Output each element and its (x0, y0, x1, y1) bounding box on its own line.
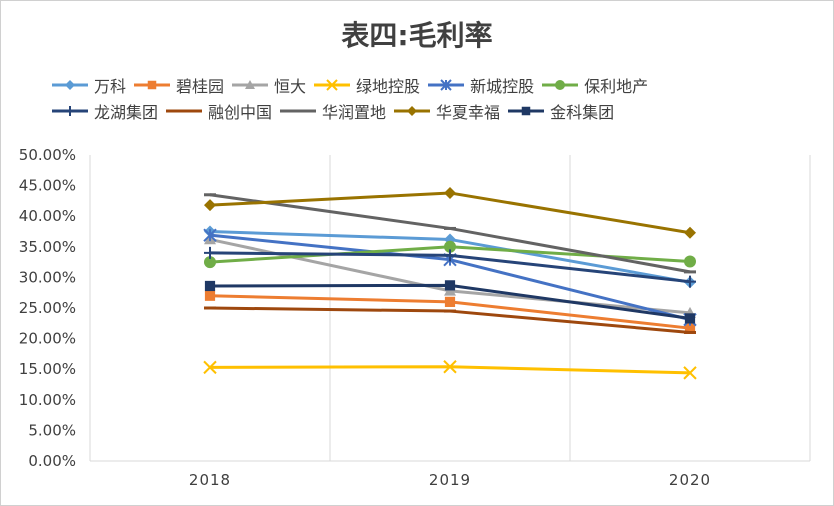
x-tick-label: 2020 (669, 471, 711, 489)
legend-swatch-marker (407, 106, 418, 116)
legend-swatch (314, 79, 351, 91)
legend-item: 碧桂园 (132, 73, 224, 97)
data-point (444, 240, 456, 253)
legend-swatch (280, 109, 317, 113)
data-point (203, 360, 217, 375)
data-point (684, 323, 696, 334)
legend-label: 新城控股 (470, 77, 535, 96)
legend-swatch-marker (65, 106, 75, 116)
y-tick-label: 10.00% (19, 391, 76, 409)
data-point (684, 226, 696, 239)
legend-label: 融创中国 (208, 103, 273, 122)
legend-swatch (52, 80, 88, 90)
legend-swatch (232, 80, 269, 89)
data-point (683, 366, 697, 380)
y-tick-label: 40.00% (19, 207, 76, 225)
y-tick-label: 35.00% (19, 238, 76, 256)
data-point (204, 280, 216, 292)
data-point (684, 313, 696, 324)
legend-label: 碧桂园 (176, 77, 225, 96)
y-tick-label: 20.00% (19, 330, 76, 348)
legend-item: 新城控股 (426, 73, 534, 97)
data-point (204, 256, 216, 269)
legend-swatch-marker (147, 80, 157, 90)
series-group (204, 280, 696, 324)
y-tick-label: 25.00% (19, 299, 76, 317)
series-group (204, 193, 696, 274)
data-point (444, 280, 456, 291)
x-tick-label: 2019 (429, 471, 471, 489)
legend-item: 保利地产 (540, 73, 648, 97)
legend-swatch-marker (65, 80, 75, 90)
legend-label: 龙湖集团 (94, 103, 159, 122)
data-point (684, 255, 696, 268)
y-tick-label: 45.00% (19, 177, 76, 195)
series-group (204, 246, 696, 288)
y-tick-label: 0.00% (28, 452, 76, 470)
legend-swatch-marker (555, 80, 566, 90)
legend-item: 华夏幸福 (392, 99, 500, 123)
y-tick-label: 50.00% (19, 146, 76, 164)
data-point (203, 228, 217, 242)
legend-label: 绿地控股 (356, 77, 421, 96)
data-point (204, 290, 216, 301)
y-tick-label: 5.00% (28, 421, 76, 439)
data-point (204, 246, 216, 259)
series-group (203, 360, 697, 380)
data-point (443, 360, 457, 374)
legend-swatch (166, 109, 203, 113)
legend-swatch (542, 80, 579, 90)
series-group (204, 186, 696, 239)
legend-swatch (428, 79, 465, 91)
legend-item: 恒大 (230, 73, 306, 97)
x-tick-label: 2018 (189, 471, 231, 489)
legend-label: 恒大 (274, 77, 307, 96)
data-point (684, 275, 696, 288)
data-point (444, 186, 456, 199)
legend-swatch (134, 80, 171, 90)
legend-item: 华润置地 (278, 99, 386, 123)
legend-row: 龙湖集团 融创中国 华润置地 华夏幸福 金科集团 (50, 98, 810, 124)
legend-swatch (508, 106, 545, 116)
data-point (444, 249, 456, 262)
legend-swatch-marker (440, 79, 452, 91)
series-group (204, 306, 696, 334)
legend-swatch-marker (245, 80, 256, 89)
legend-row: 万科 碧桂园 恒大 绿地控股 新城控股 保利地产 (50, 72, 810, 98)
legend-item: 金科集团 (506, 99, 614, 123)
y-tick-label: 30.00% (19, 268, 76, 286)
data-point (204, 199, 216, 212)
legend-item: 融创中国 (164, 99, 272, 123)
series-group (204, 290, 696, 334)
legend-item: 万科 (50, 73, 126, 97)
legend-label: 华夏幸福 (436, 103, 501, 122)
legend-label: 华润置地 (322, 103, 387, 122)
legend-label: 保利地产 (584, 77, 649, 96)
legend-swatch-marker (326, 79, 338, 91)
legend-item: 绿地控股 (312, 73, 420, 97)
y-tick-label: 15.00% (19, 360, 76, 378)
chart-legend: 万科 碧桂园 恒大 绿地控股 新城控股 保利地产 龙湖集团 融创中国 华润置地 华夏幸福 金科集团 (50, 72, 810, 124)
legend-label: 金科集团 (550, 103, 615, 122)
chart-title: 表四:毛利率 (341, 19, 493, 52)
legend-swatch-marker (521, 106, 531, 116)
legend-item: 龙湖集团 (50, 99, 158, 123)
legend-label: 万科 (94, 77, 127, 96)
legend-swatch (52, 106, 88, 116)
legend-swatch (394, 106, 431, 116)
data-point (444, 296, 456, 307)
